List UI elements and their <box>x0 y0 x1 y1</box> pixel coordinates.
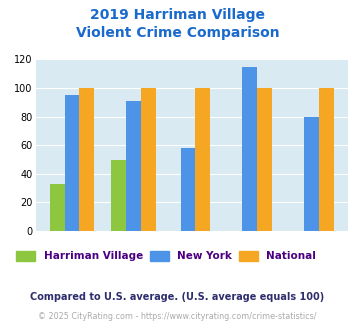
Bar <box>242 67 257 231</box>
Bar <box>141 88 156 231</box>
Text: Violent Crime Comparison: Violent Crime Comparison <box>76 26 279 40</box>
Bar <box>126 101 141 231</box>
Legend: Harriman Village, New York, National: Harriman Village, New York, National <box>12 247 321 265</box>
Bar <box>257 88 272 231</box>
Text: 2019 Harriman Village: 2019 Harriman Village <box>90 8 265 22</box>
Text: © 2025 CityRating.com - https://www.cityrating.com/crime-statistics/: © 2025 CityRating.com - https://www.city… <box>38 312 317 321</box>
Bar <box>79 88 94 231</box>
Bar <box>181 148 195 231</box>
Bar <box>65 95 79 231</box>
Bar <box>319 88 334 231</box>
Text: Compared to U.S. average. (U.S. average equals 100): Compared to U.S. average. (U.S. average … <box>31 292 324 302</box>
Bar <box>195 88 210 231</box>
Bar <box>50 184 65 231</box>
Bar <box>304 116 319 231</box>
Bar <box>111 159 126 231</box>
